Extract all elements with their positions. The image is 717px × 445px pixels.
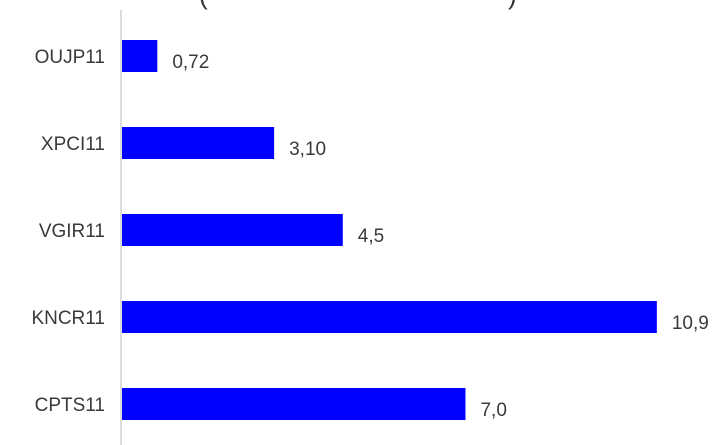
category-label-xpci11: XPCI11 <box>41 134 105 155</box>
title-fragment-right: ) <box>508 0 517 10</box>
category-label-cpts11: CPTS11 <box>35 395 105 416</box>
value-label-xpci11: 3,10 <box>289 139 326 160</box>
category-label-oujp11: OUJP11 <box>35 47 105 68</box>
bar-cpts11 <box>122 388 466 420</box>
value-label-cpts11: 7,0 <box>480 400 506 421</box>
value-label-kncr11: 10,9 <box>672 313 709 334</box>
bars-group <box>122 40 657 420</box>
category-label-vgir11: VGIR11 <box>39 221 105 242</box>
bar-oujp11 <box>122 40 158 72</box>
bar-vgir11 <box>122 214 343 246</box>
value-label-vgir11: 4,5 <box>358 226 384 247</box>
value-label-oujp11: 0,72 <box>172 52 209 73</box>
bar-kncr11 <box>122 301 657 333</box>
category-label-kncr11: KNCR11 <box>31 308 105 329</box>
title-fragment-left: ( <box>199 0 208 10</box>
category-labels-group: OUJP11 XPCI11 VGIR11 KNCR11 CPTS11 <box>31 47 105 416</box>
value-labels-group: 0,72 3,10 4,5 10,9 7,0 <box>172 52 708 421</box>
bar-xpci11 <box>122 127 275 159</box>
